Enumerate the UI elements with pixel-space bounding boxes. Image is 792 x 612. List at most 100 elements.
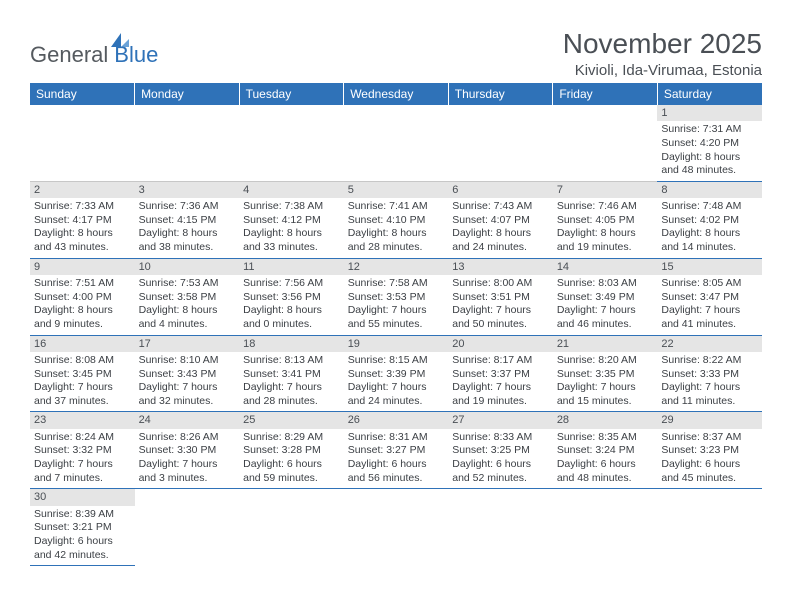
logo: General Blue [30,28,158,68]
sunset-text: Sunset: 3:28 PM [243,444,340,458]
sunrise-text: Sunrise: 7:33 AM [34,200,131,214]
sunset-text: Sunset: 3:32 PM [34,444,131,458]
dayhead-fri: Friday [553,83,658,105]
sunrise-text: Sunrise: 7:56 AM [243,277,340,291]
title-block: November 2025 Kivioli, Ida-Virumaa, Esto… [563,28,762,79]
sunrise-text: Sunrise: 8:26 AM [139,431,236,445]
daylight-text: Daylight: 7 hours and 46 minutes. [557,304,654,331]
calendar-cell [448,489,553,566]
calendar-cell: 8Sunrise: 7:48 AMSunset: 4:02 PMDaylight… [657,181,762,258]
dayhead-wed: Wednesday [344,83,449,105]
dayhead-thu: Thursday [448,83,553,105]
sunset-text: Sunset: 3:23 PM [661,444,758,458]
sunrise-text: Sunrise: 8:15 AM [348,354,445,368]
daylight-text: Daylight: 8 hours and 28 minutes. [348,227,445,254]
sunrise-text: Sunrise: 8:13 AM [243,354,340,368]
sunrise-text: Sunrise: 8:37 AM [661,431,758,445]
calendar-cell: 30Sunrise: 8:39 AMSunset: 3:21 PMDayligh… [30,489,135,566]
daylight-text: Daylight: 7 hours and 11 minutes. [661,381,758,408]
sunset-text: Sunset: 4:17 PM [34,214,131,228]
daylight-text: Daylight: 8 hours and 48 minutes. [661,151,758,178]
sunrise-text: Sunrise: 8:10 AM [139,354,236,368]
sunset-text: Sunset: 3:58 PM [139,291,236,305]
sunrise-text: Sunrise: 8:39 AM [34,508,131,522]
sunset-text: Sunset: 4:12 PM [243,214,340,228]
calendar-cell: 17 Sunrise: 8:10 AMSunset: 3:43 PMDayligh… [135,335,240,412]
daylight-text: Daylight: 8 hours and 24 minutes. [452,227,549,254]
sunrise-text: Sunrise: 8:08 AM [34,354,131,368]
calendar-cell: 23Sunrise: 8:24 AMSunset: 3:32 PMDayligh… [30,412,135,489]
daylight-text: Daylight: 8 hours and 14 minutes. [661,227,758,254]
day-number: 2 [30,182,135,198]
calendar-cell: . [344,105,449,181]
sunrise-text: Sunrise: 7:31 AM [661,123,758,137]
day-number: 29 [657,412,762,428]
sunset-text: Sunset: 3:24 PM [557,444,654,458]
day-number: 13 [448,259,553,275]
day-number: 4 [239,182,344,198]
daylight-text: Daylight: 7 hours and 24 minutes. [348,381,445,408]
daylight-text: Daylight: 7 hours and 19 minutes. [452,381,549,408]
sunrise-text: Sunrise: 8:24 AM [34,431,131,445]
calendar-row: 30Sunrise: 8:39 AMSunset: 3:21 PMDayligh… [30,489,762,566]
sunrise-text: Sunrise: 8:33 AM [452,431,549,445]
daylight-text: Daylight: 8 hours and 4 minutes. [139,304,236,331]
sunrise-text: Sunrise: 8:29 AM [243,431,340,445]
sunset-text: Sunset: 3:47 PM [661,291,758,305]
sunset-text: Sunset: 3:56 PM [243,291,340,305]
sunset-text: Sunset: 3:41 PM [243,368,340,382]
daylight-text: Daylight: 6 hours and 59 minutes. [243,458,340,485]
header: General Blue November 2025 Kivioli, Ida-… [30,28,762,79]
daylight-text: Daylight: 6 hours and 52 minutes. [452,458,549,485]
logo-text-blue: Blue [114,42,158,68]
day-number: 6 [448,182,553,198]
calendar-cell [135,489,240,566]
daylight-text: Daylight: 6 hours and 42 minutes. [34,535,131,562]
calendar-cell: 27Sunrise: 8:33 AMSunset: 3:25 PMDayligh… [448,412,553,489]
calendar-cell: 28Sunrise: 8:35 AMSunset: 3:24 PMDayligh… [553,412,658,489]
day-header-row: Sunday Monday Tuesday Wednesday Thursday… [30,83,762,105]
calendar-cell: 6 Sunrise: 7:43 AMSunset: 4:07 PMDaylight… [448,181,553,258]
daylight-text: Daylight: 6 hours and 45 minutes. [661,458,758,485]
day-number: 28 [553,412,658,428]
daylight-text: Daylight: 7 hours and 50 minutes. [452,304,549,331]
day-number: 16 [30,336,135,352]
calendar-cell: 2Sunrise: 7:33 AMSunset: 4:17 PMDaylight… [30,181,135,258]
sunrise-text: Sunrise: 8:20 AM [557,354,654,368]
sunset-text: Sunset: 4:20 PM [661,137,758,151]
day-number: 3 [135,182,240,198]
calendar-cell: 29 Sunrise: 8:37 AMSunset: 3:23 PMDayligh… [657,412,762,489]
day-number: 12 [344,259,449,275]
dayhead-tue: Tuesday [239,83,344,105]
daylight-text: Daylight: 7 hours and 15 minutes. [557,381,654,408]
calendar-cell [657,489,762,566]
calendar-table: Sunday Monday Tuesday Wednesday Thursday… [30,83,762,566]
sunset-text: Sunset: 3:37 PM [452,368,549,382]
calendar-cell: 22Sunrise: 8:22 AMSunset: 3:33 PMDayligh… [657,335,762,412]
dayhead-sun: Sunday [30,83,135,105]
day-number: 17 [135,336,240,352]
calendar-cell: 21Sunrise: 8:20 AMSunset: 3:35 PMDayligh… [553,335,658,412]
daylight-text: Daylight: 8 hours and 33 minutes. [243,227,340,254]
sunset-text: Sunset: 3:43 PM [139,368,236,382]
calendar-cell: 4Sunrise: 7:38 AMSunset: 4:12 PMDaylight… [239,181,344,258]
day-number: 24 [135,412,240,428]
daylight-text: Daylight: 7 hours and 32 minutes. [139,381,236,408]
sunrise-text: Sunrise: 7:51 AM [34,277,131,291]
calendar-cell: 20Sunrise: 8:17 AMSunset: 3:37 PMDayligh… [448,335,553,412]
sunset-text: Sunset: 4:07 PM [452,214,549,228]
calendar-row: 16 Sunrise: 8:08 AMSunset: 3:45 PM Dayligh… [30,335,762,412]
location-text: Kivioli, Ida-Virumaa, Estonia [563,62,762,79]
day-number: 5 [344,182,449,198]
calendar-row: 23Sunrise: 8:24 AMSunset: 3:32 PMDayligh… [30,412,762,489]
sunrise-text: Sunrise: 7:43 AM [452,200,549,214]
day-number: 18 [239,336,344,352]
sunset-text: Sunset: 3:51 PM [452,291,549,305]
calendar-cell: 9Sunrise: 7:51 AMSunset: 4:00 PMDaylight… [30,258,135,335]
day-number: 30 [30,489,135,505]
sunset-text: Sunset: 3:45 PM [34,368,131,382]
daylight-text: Daylight: 7 hours and 41 minutes. [661,304,758,331]
calendar-cell: 13Sunrise: 8:00 AMSunset: 3:51 PMDayligh… [448,258,553,335]
sunset-text: Sunset: 4:05 PM [557,214,654,228]
day-number: 25 [239,412,344,428]
